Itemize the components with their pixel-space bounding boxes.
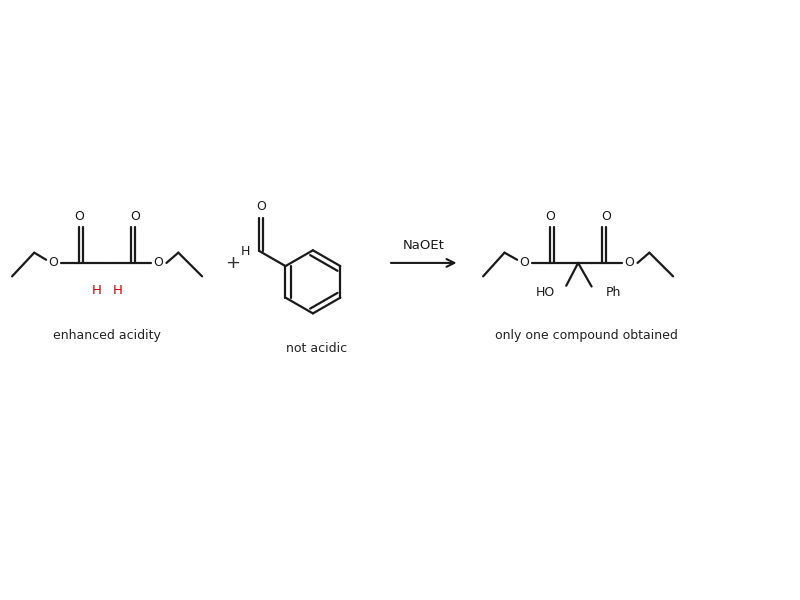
Text: only one compound obtained: only one compound obtained	[494, 329, 678, 342]
Text: O: O	[48, 256, 58, 269]
Text: O: O	[625, 256, 634, 269]
Text: +: +	[225, 254, 240, 272]
Text: H: H	[113, 284, 122, 297]
Text: O: O	[519, 256, 530, 269]
Text: NaOEt: NaOEt	[403, 239, 445, 252]
Text: O: O	[256, 200, 266, 214]
Text: HO: HO	[536, 286, 555, 299]
Text: not acidic: not acidic	[286, 343, 347, 355]
Text: O: O	[601, 210, 610, 223]
Text: O: O	[74, 210, 84, 223]
Text: enhanced acidity: enhanced acidity	[53, 329, 161, 342]
Text: Ph: Ph	[606, 286, 622, 299]
Text: O: O	[130, 210, 140, 223]
Text: H: H	[92, 284, 102, 297]
Text: O: O	[154, 256, 163, 269]
Text: O: O	[546, 210, 555, 223]
Text: H: H	[241, 245, 250, 257]
